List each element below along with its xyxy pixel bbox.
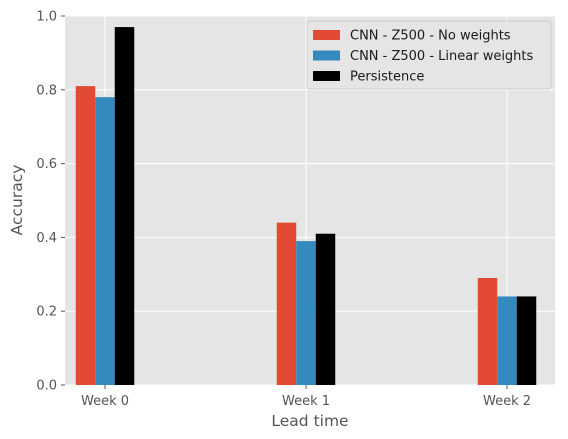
legend-swatch <box>313 30 340 40</box>
x-axis-ticks: Week 0 Week 1 Week 2 <box>81 385 531 409</box>
bar-series-1-week-0 <box>75 86 96 386</box>
y-tick-label: 0.0 <box>36 379 57 394</box>
legend: CNN - Z500 - No weights CNN - Z500 - Line… <box>306 20 552 90</box>
bar-series-2-week-2 <box>497 296 517 385</box>
y-tick-label: 1.0 <box>36 10 57 25</box>
bar-series-3-week-2 <box>516 296 537 385</box>
bar-series-3-week-0 <box>114 27 135 385</box>
x-axis-title: Lead time <box>271 412 348 430</box>
y-tick-label: 0.8 <box>36 83 57 98</box>
y-axis-title: Accuracy <box>8 165 26 236</box>
legend-label: Persistence <box>350 70 424 85</box>
bar-series-2-week-1 <box>296 241 316 385</box>
bar-series-1-week-2 <box>477 277 498 385</box>
bar-series-2-week-0 <box>95 97 115 386</box>
y-tick-label: 0.2 <box>36 305 57 320</box>
bar-series-3-week-1 <box>315 233 336 385</box>
y-tick-label: 0.6 <box>36 157 57 172</box>
legend-swatch <box>313 50 340 61</box>
legend-label: CNN - Z500 - No weights <box>350 29 511 44</box>
y-axis-ticks: 0.0 0.2 0.4 0.6 0.8 1.0 <box>36 10 65 394</box>
legend-swatch <box>313 71 340 81</box>
y-tick-label: 0.4 <box>36 231 57 246</box>
legend-label: CNN - Z500 - Linear weights <box>350 49 534 64</box>
x-tick-label: Week 0 <box>81 394 129 409</box>
x-tick-label: Week 2 <box>483 394 531 409</box>
legend-box <box>306 20 552 90</box>
x-tick-label: Week 1 <box>282 394 330 409</box>
bar-series-1-week-1 <box>276 222 297 385</box>
bars <box>75 27 537 386</box>
